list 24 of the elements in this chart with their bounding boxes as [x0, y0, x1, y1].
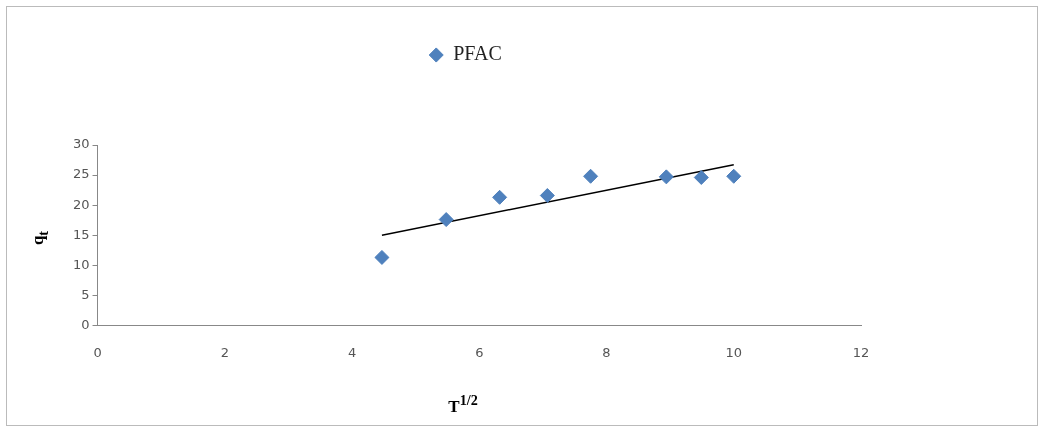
- point: [693, 169, 709, 185]
- x-tick-label: 4: [347, 344, 357, 360]
- y-tick-label: 30: [73, 136, 90, 152]
- x-tick-label: 12: [852, 344, 870, 360]
- y-tick-label: 10: [73, 256, 90, 272]
- y-tick-label: 25: [73, 166, 90, 182]
- y-tick-label: 20: [73, 196, 90, 212]
- x-axis-title: T$^{1/2}$: [447, 392, 479, 417]
- point: [583, 168, 599, 184]
- legend-label: PFAC: [453, 42, 502, 65]
- point: [374, 249, 390, 265]
- x-tick-label: 8: [602, 344, 611, 360]
- x-tick-label: 2: [220, 344, 229, 360]
- point: [658, 169, 674, 185]
- x-tick-label: 6: [475, 344, 484, 360]
- y-tick-label: 5: [81, 286, 90, 302]
- point: [539, 188, 555, 204]
- x-tick-label: 10: [725, 344, 743, 360]
- y-tick-label: 0: [81, 316, 90, 332]
- y-tick-label: 15: [73, 226, 90, 242]
- x-tick-label: 0: [93, 344, 102, 360]
- point: [492, 189, 508, 205]
- point: [726, 168, 742, 184]
- point: [438, 212, 454, 228]
